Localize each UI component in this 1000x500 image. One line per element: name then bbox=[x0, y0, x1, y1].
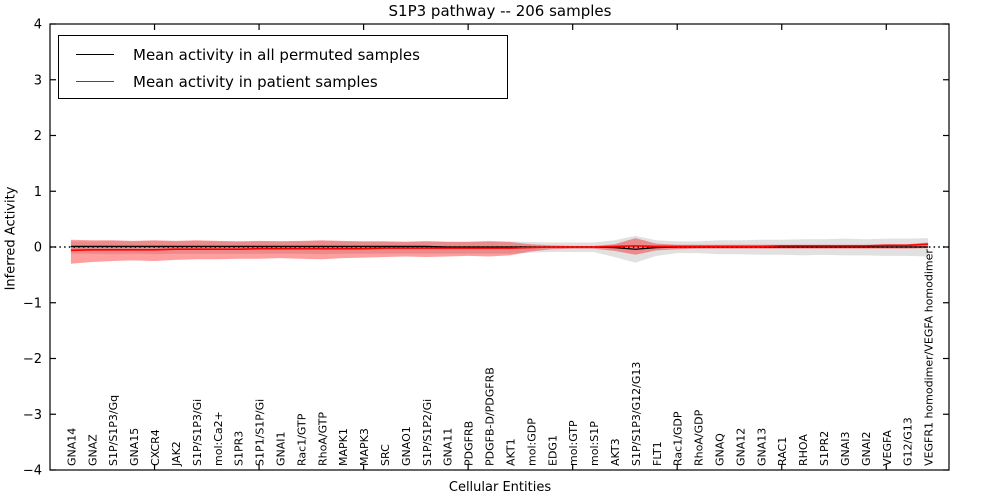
x-category-label: GNAQ bbox=[714, 433, 727, 466]
chart-title: S1P3 pathway -- 206 samples bbox=[388, 2, 612, 20]
x-category-label: GNA14 bbox=[65, 428, 78, 466]
x-category-label: CXCR4 bbox=[149, 429, 162, 466]
patient-samples-range-band bbox=[70, 238, 929, 264]
x-category-label: GNAZ bbox=[86, 434, 99, 466]
x-category-label: GNA13 bbox=[755, 428, 768, 466]
y-tick-label: −4 bbox=[23, 464, 42, 479]
y-tick-label: 2 bbox=[34, 129, 42, 144]
x-category-label: S1P/S1P3/G12/G13 bbox=[630, 362, 643, 466]
x-category-label: AKT1 bbox=[504, 438, 517, 466]
y-tick-label: −1 bbox=[23, 296, 42, 311]
y-tick-label: 0 bbox=[34, 241, 42, 256]
permuted-mean-line bbox=[70, 245, 929, 250]
x-category-label: S1PR3 bbox=[233, 431, 246, 466]
x-category-label: mol:GTP bbox=[567, 420, 580, 466]
x-category-label: G12/G13 bbox=[902, 417, 915, 466]
y-axis-label: Inferred Activity bbox=[3, 186, 19, 291]
legend-item-permuted: Mean activity in all permuted samples bbox=[76, 41, 507, 68]
x-category-label: EDG1 bbox=[546, 435, 559, 466]
x-category-label: GNAI3 bbox=[839, 431, 852, 466]
y-tick-label: 1 bbox=[34, 185, 42, 200]
patient-line-sample-icon bbox=[76, 81, 114, 82]
x-category-label: RHOA bbox=[797, 434, 810, 466]
legend-label-permuted: Mean activity in all permuted samples bbox=[133, 45, 420, 64]
x-category-label: GNA15 bbox=[128, 428, 141, 466]
x-category-label: VEGFA bbox=[881, 430, 894, 466]
y-tick-label: 3 bbox=[34, 73, 42, 88]
x-category-label: PDGFB-D/PDGFRB bbox=[484, 367, 497, 466]
x-category-label: S1P/S1P2/Gi bbox=[421, 399, 434, 466]
x-category-label: RAC1 bbox=[776, 437, 789, 466]
x-category-label: GNAI2 bbox=[860, 431, 873, 466]
y-tick-label: 4 bbox=[34, 18, 42, 33]
y-tick-label: −2 bbox=[23, 352, 42, 367]
x-category-label: S1P/S1P3/Gi bbox=[191, 399, 204, 466]
legend: Mean activity in all permuted samples Me… bbox=[58, 35, 508, 99]
x-category-label: MAPK3 bbox=[358, 428, 371, 466]
x-category-label: GNA12 bbox=[734, 428, 747, 466]
x-category-label: VEGFR1 homodimer/VEGFA homodimer bbox=[923, 249, 936, 466]
x-category-label: Rac1/GTP bbox=[295, 413, 308, 466]
x-category-label: JAK2 bbox=[170, 441, 183, 467]
x-category-label: FLT1 bbox=[651, 441, 664, 466]
permuted-line-sample-icon bbox=[76, 54, 114, 55]
x-category-label: GNAI1 bbox=[274, 431, 287, 466]
patient-mean-line bbox=[70, 243, 929, 252]
x-category-label: GNA11 bbox=[442, 428, 455, 466]
legend-item-patient: Mean activity in patient samples bbox=[76, 68, 507, 95]
x-category-label: S1PR2 bbox=[818, 431, 831, 466]
permuted-samples-range-band bbox=[70, 235, 929, 263]
x-category-label: Rac1/GDP bbox=[672, 411, 685, 466]
y-tick-label: −3 bbox=[23, 408, 42, 423]
x-category-label: mol:Ca2+ bbox=[212, 411, 225, 466]
x-category-label: AKT3 bbox=[609, 438, 622, 466]
legend-label-patient: Mean activity in patient samples bbox=[133, 72, 378, 91]
x-category-label: GNAO1 bbox=[400, 426, 413, 466]
x-category-label: MAPK1 bbox=[337, 428, 350, 466]
x-category-label: mol:GDP bbox=[525, 418, 538, 466]
x-category-label: PDGFRB bbox=[463, 421, 476, 466]
x-category-label: RhoA/GTP bbox=[316, 412, 329, 466]
x-category-label: SRC bbox=[379, 444, 392, 466]
x-category-label: S1P1/S1P/Gi bbox=[254, 399, 267, 466]
x-axis-label: Cellular Entities bbox=[448, 480, 552, 495]
x-category-label: mol:S1P bbox=[588, 421, 601, 466]
x-category-label: RhoA/GDP bbox=[693, 409, 706, 466]
x-category-label: S1P/S1P3/Gq bbox=[107, 395, 120, 466]
